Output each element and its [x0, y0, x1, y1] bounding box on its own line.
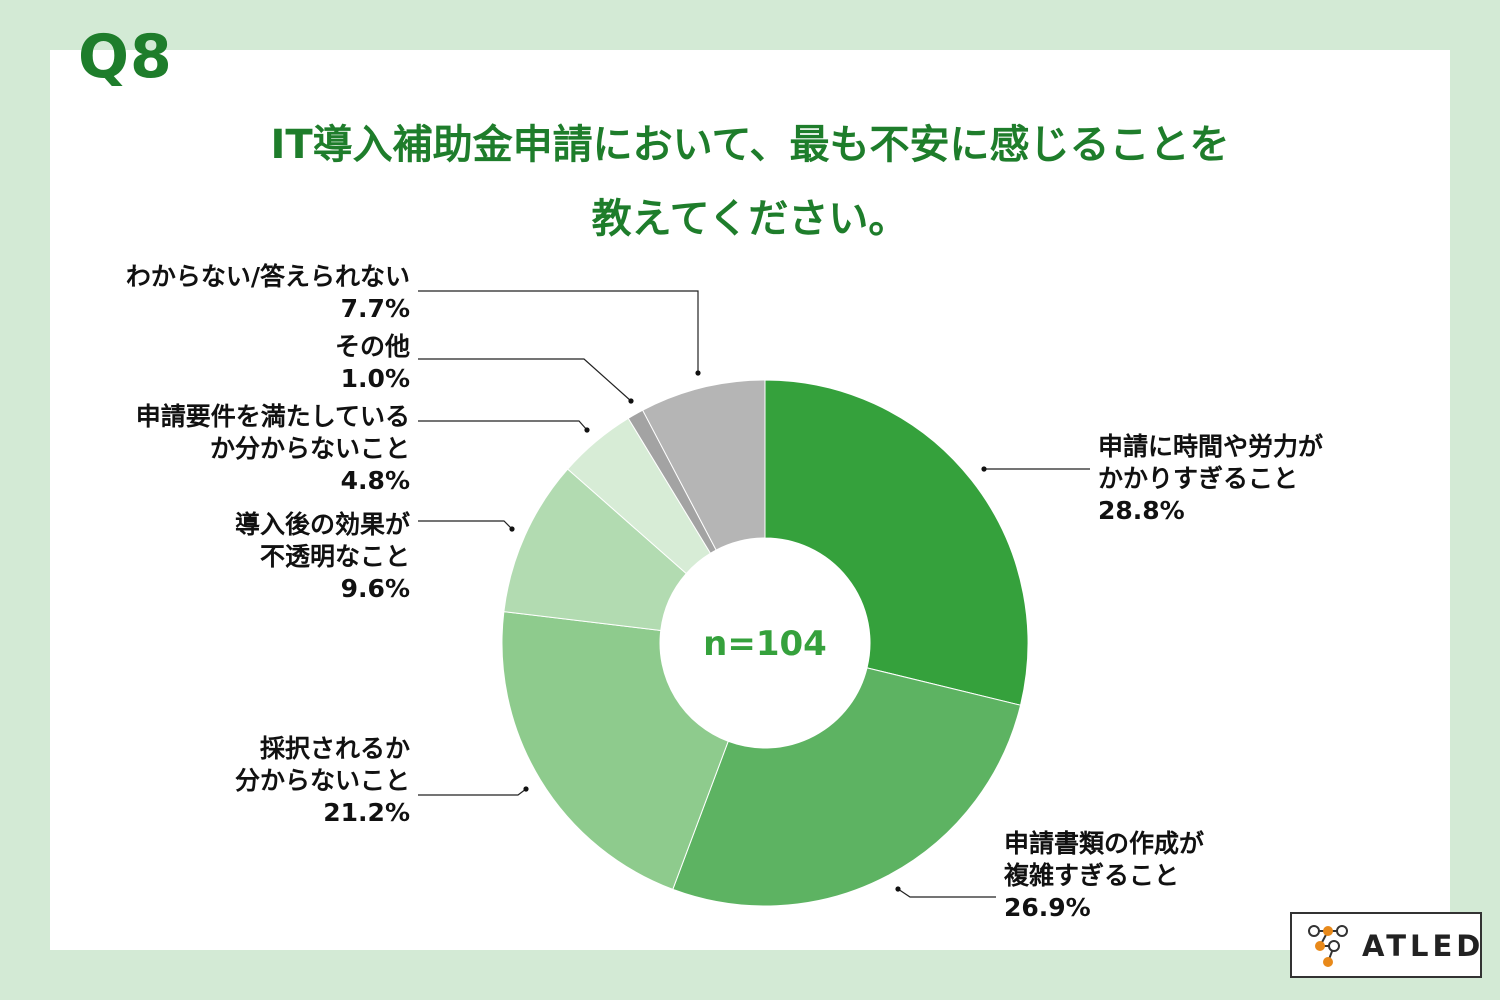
leader-line-3 [418, 788, 527, 796]
slice-category-label-5: 申請要件を満たしている [136, 402, 410, 431]
slice-category-label-2: 申請書類の作成が [1004, 829, 1204, 858]
slice-value-label-7: 7.7% [341, 294, 410, 323]
slice-category-label-1: かかりすぎること [1098, 464, 1298, 493]
atled-logo: ATLED [1290, 912, 1482, 978]
slice-category-label-4: 不透明なこと [260, 542, 410, 571]
leader-line-7 [418, 290, 699, 373]
leader-dot-1 [981, 466, 987, 472]
donut-slice-2 [672, 667, 1022, 907]
donut-slice-7 [641, 379, 766, 551]
slice-category-label-7: わからない/答えられない [126, 262, 410, 291]
chart-title-line-2: 教えてください。 [591, 196, 909, 242]
slice-value-label-4: 9.6% [341, 574, 410, 603]
donut-center-label: n=104 [703, 624, 827, 664]
question-number: Q8 [78, 22, 173, 92]
atled-logo-text: ATLED [1362, 929, 1485, 963]
donut-slice-1 [764, 379, 1029, 706]
leader-dot-2 [895, 886, 901, 892]
slice-value-label-1: 28.8% [1098, 496, 1185, 525]
slice-value-label-5: 4.8% [341, 466, 410, 495]
leader-line-5 [418, 420, 588, 431]
slice-category-label-3: 分からないこと [235, 766, 410, 795]
slice-category-label-3: 採択されるか [260, 734, 410, 763]
chart-title-line-1: IT導入補助金申請において、最も不安に感じることを [270, 122, 1230, 168]
leader-line-2 [897, 888, 996, 898]
leader-dot-4 [509, 526, 515, 532]
slice-category-label-6: その他 [335, 332, 410, 361]
slice-category-label-1: 申請に時間や労力が [1098, 432, 1323, 461]
slice-category-label-5: か分からないこと [210, 434, 410, 463]
slice-value-label-3: 21.2% [323, 798, 410, 827]
leader-dot-5 [584, 427, 590, 433]
slice-category-label-2: 複雑すぎること [1004, 861, 1179, 890]
leader-dot-6 [628, 398, 634, 404]
slice-value-label-2: 26.9% [1004, 893, 1091, 922]
slice-value-label-6: 1.0% [341, 364, 410, 393]
slice-category-label-4: 導入後の効果が [235, 510, 410, 539]
leader-line-6 [418, 358, 632, 402]
atled-logo-icon [1308, 925, 1348, 967]
leader-dot-3 [523, 786, 529, 792]
leader-dot-7 [695, 370, 701, 376]
donut-slice-3 [501, 611, 729, 890]
leader-line-4 [418, 520, 513, 530]
